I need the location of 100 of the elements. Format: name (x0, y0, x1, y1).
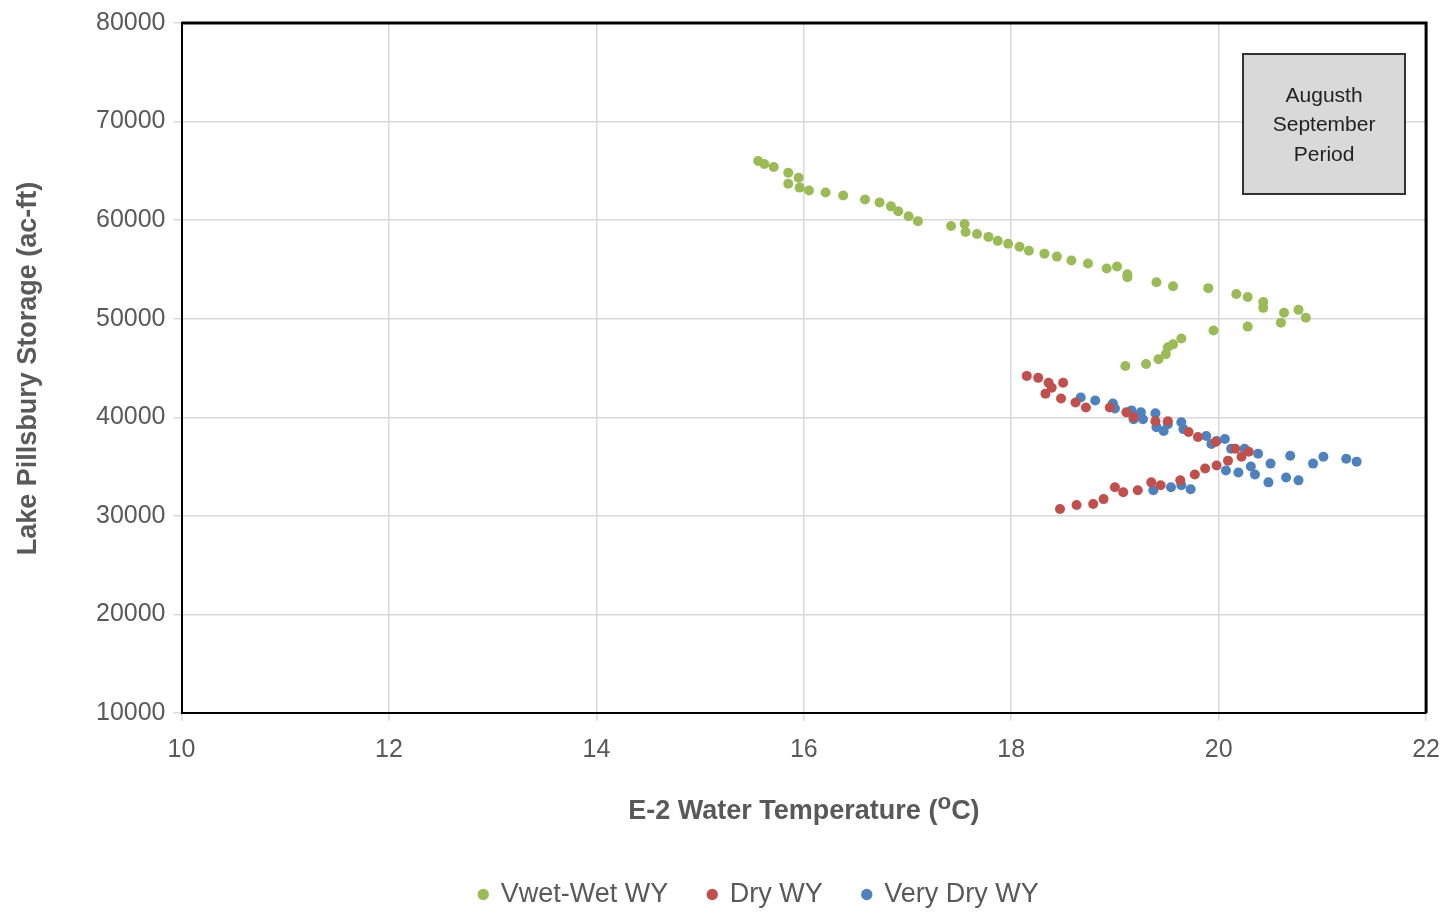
x-tick-label: 18 (997, 733, 1026, 762)
y-axis-title: Lake Pillsbury Storage (ac-ft) (12, 181, 44, 555)
point (1203, 283, 1214, 294)
point (1230, 443, 1241, 454)
point (1185, 484, 1196, 495)
legend-label: Vwet-Wet WY (500, 877, 669, 908)
point (1155, 480, 1166, 491)
point (1308, 458, 1319, 469)
point (874, 197, 885, 208)
point (1132, 485, 1143, 496)
point (1090, 395, 1101, 406)
point (768, 161, 779, 172)
point (1112, 261, 1123, 272)
point (1137, 414, 1148, 425)
point (1118, 487, 1129, 498)
point (1088, 499, 1099, 510)
point (1014, 241, 1025, 252)
point (860, 194, 870, 205)
point (1046, 382, 1057, 393)
point (1056, 393, 1067, 404)
point (1021, 370, 1032, 381)
point (1183, 427, 1194, 438)
point (1208, 325, 1219, 336)
y-tick-label: 60000 (95, 204, 166, 233)
point (1150, 416, 1161, 427)
point (1318, 451, 1329, 462)
y-tick-label: 80000 (95, 6, 166, 35)
point (1242, 321, 1253, 332)
point (1104, 402, 1115, 413)
point (1219, 433, 1230, 444)
point (1211, 460, 1222, 471)
point (1109, 482, 1120, 493)
point (1121, 407, 1132, 418)
point (972, 228, 983, 239)
point (983, 231, 994, 242)
y-tick-label: 70000 (95, 105, 166, 134)
point (1285, 450, 1296, 461)
point (1066, 255, 1077, 266)
point (838, 190, 849, 201)
point (1265, 458, 1276, 469)
point (1189, 469, 1200, 480)
point (1192, 432, 1203, 442)
x-tick-label: 16 (789, 733, 818, 762)
point (1168, 281, 1179, 292)
point (783, 167, 794, 178)
point (1279, 307, 1290, 318)
point (1120, 361, 1131, 372)
point (1080, 402, 1091, 413)
point (820, 187, 831, 198)
y-tick-label: 30000 (95, 499, 166, 528)
x-tick-label: 12 (375, 733, 403, 762)
y-tick-label: 10000 (95, 696, 166, 725)
point (1039, 248, 1050, 259)
x-tick-label: 14 (582, 733, 611, 762)
point (1223, 455, 1233, 466)
point (1293, 304, 1304, 315)
point (794, 182, 805, 193)
y-tick-label: 40000 (95, 401, 166, 430)
point (1281, 472, 1292, 483)
point (903, 211, 914, 222)
point (1263, 477, 1274, 488)
point (946, 221, 957, 232)
point (1082, 258, 1093, 269)
point (1243, 446, 1254, 457)
point (912, 216, 923, 227)
point (1051, 251, 1062, 262)
point (1070, 397, 1081, 408)
point (783, 178, 794, 189)
point (885, 201, 896, 212)
y-tick-label: 20000 (95, 598, 166, 627)
point (1054, 503, 1065, 514)
point (1003, 238, 1014, 249)
legend-label: Dry WY (729, 877, 823, 908)
point (1341, 453, 1352, 464)
point (1293, 475, 1304, 486)
point (1141, 359, 1152, 370)
point (1242, 292, 1253, 303)
point (1153, 354, 1164, 365)
point (1300, 312, 1311, 323)
point (803, 185, 814, 196)
x-tick-label: 22 (1412, 733, 1440, 762)
point (1040, 388, 1051, 399)
point (1071, 500, 1082, 511)
point (759, 158, 770, 169)
point (1151, 277, 1162, 288)
x-tick-label: 20 (1204, 733, 1233, 762)
point (1033, 372, 1044, 383)
point (1101, 263, 1112, 274)
point (1253, 448, 1264, 459)
point (893, 206, 904, 217)
point (1165, 482, 1176, 493)
x-axis-title: E-2 Water Temperature ($^{o}$C) (628, 789, 980, 826)
point (1168, 339, 1179, 350)
point (1231, 289, 1242, 300)
point (1220, 465, 1231, 476)
point (1245, 461, 1256, 472)
text-box: Augusth September Period (1242, 53, 1407, 195)
point (1275, 317, 1286, 328)
point (1233, 467, 1244, 478)
point (1176, 333, 1187, 344)
